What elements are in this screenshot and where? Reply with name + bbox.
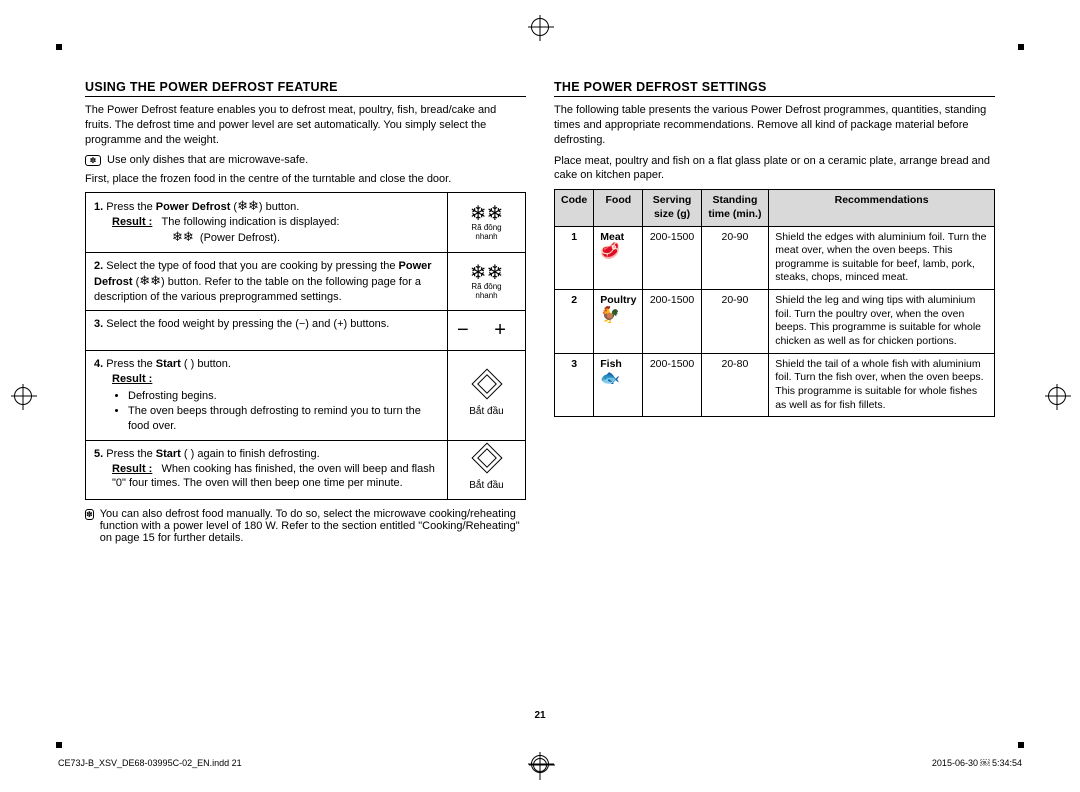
note-microwave-safe: ✽ Use only dishes that are microwave-saf… [85, 154, 526, 166]
t: Start [156, 358, 181, 370]
note-text: You can also defrost food manually. To d… [100, 508, 526, 544]
start-label: Bắt đầu [456, 405, 517, 419]
crop-mark [56, 742, 62, 748]
t: Power Defrost [156, 201, 231, 213]
cell-code: 3 [555, 353, 594, 417]
left-column: USING THE POWER DEFROST FEATURE The Powe… [85, 80, 526, 550]
result-label: Result : [112, 373, 152, 385]
right-heading: THE POWER DEFROST SETTINGS [554, 80, 995, 94]
footer-left: CE73J-B_XSV_DE68-03995C-02_EN.indd 21 [58, 758, 242, 768]
cell-food: Meat🥩 [594, 226, 643, 290]
intro2-text: First, place the frozen food in the cent… [85, 172, 526, 187]
t: Press the [106, 201, 156, 213]
diamond-icon [471, 442, 502, 473]
t: ) button. [259, 201, 299, 213]
cell-rec: Shield the leg and wing tips with alumin… [769, 290, 995, 354]
t: When cooking has finished, the oven will… [112, 463, 435, 490]
th-serving: Serving size (g) [643, 190, 701, 226]
th-rec: Recommendations [769, 190, 995, 226]
cell-serving: 200-1500 [643, 290, 701, 354]
th-standing: Standing time (min.) [701, 190, 769, 226]
note-manual-defrost: ✽ You can also defrost food manually. To… [85, 508, 526, 544]
th-food: Food [594, 190, 643, 226]
start-icon: Bắt đầu [448, 440, 526, 499]
cell-food: Fish🐟 [594, 353, 643, 417]
food-icon: 🥩 [600, 243, 620, 260]
page-content: USING THE POWER DEFROST FEATURE The Powe… [85, 80, 995, 550]
t: Press the [106, 448, 156, 460]
t: Press the [106, 358, 156, 370]
snowflake-icon: ❄❄ [456, 263, 517, 283]
start-icon: Bắt đầu [448, 351, 526, 440]
heading-rule [85, 96, 526, 97]
cell-standing: 20-80 [701, 353, 769, 417]
note-icon: ✽ [85, 509, 94, 520]
footer-right: 2015-06-30 ￼ 5:34:54 [932, 758, 1022, 768]
page-number: 21 [85, 710, 995, 721]
defrost-icon: ❄❄ [172, 229, 194, 244]
settings-table: Code Food Serving size (g) Standing time… [554, 189, 995, 417]
result-label: Result : [112, 216, 152, 228]
left-heading: USING THE POWER DEFROST FEATURE [85, 80, 526, 94]
intro-text: The Power Defrost feature enables you to… [85, 103, 526, 148]
start-label: Bắt đầu [456, 479, 517, 493]
defrost-icon: ❄❄ [237, 198, 259, 213]
t: Select the food weight by pressing the (… [106, 318, 389, 330]
minus-plus-icon: − + [448, 311, 526, 351]
registration-mark-left [14, 387, 32, 405]
display-icon-defrost: ❄❄ Rã đông nhanh [448, 252, 526, 311]
right-p2: Place meat, poultry and fish on a flat g… [554, 154, 995, 184]
food-icon: 🐓 [600, 307, 620, 324]
t: Start [156, 448, 181, 460]
food-icon: 🐟 [600, 370, 620, 387]
t: ( ) again to finish defrosting. [181, 448, 320, 460]
cell-serving: 200-1500 [643, 353, 701, 417]
note-text: Use only dishes that are microwave-safe. [107, 154, 308, 166]
t: nhanh [456, 292, 517, 301]
step-3: 3. Select the food weight by pressing th… [86, 311, 448, 351]
cell-serving: 200-1500 [643, 226, 701, 290]
defrost-icon: ❄❄ [139, 273, 161, 288]
registration-mark-right [1048, 387, 1066, 405]
crop-mark [1018, 742, 1024, 748]
table-row: 2Poultry🐓200-150020-90Shield the leg and… [555, 290, 995, 354]
t: Select the type of food that you are coo… [106, 260, 398, 272]
t: Defrosting begins. [128, 389, 439, 404]
snowflake-icon: ❄❄ [456, 204, 517, 224]
cell-food: Poultry🐓 [594, 290, 643, 354]
footer: CE73J-B_XSV_DE68-03995C-02_EN.indd 21 20… [58, 758, 1022, 768]
right-column: THE POWER DEFROST SETTINGS The following… [554, 80, 995, 550]
steps-table: 1. Press the Power Defrost (❄❄) button. … [85, 192, 526, 499]
registration-mark-top [531, 18, 549, 36]
table-row: 3Fish🐟200-150020-80Shield the tail of a … [555, 353, 995, 417]
cell-standing: 20-90 [701, 290, 769, 354]
t: The oven beeps through defrosting to rem… [128, 404, 439, 434]
cell-rec: Shield the tail of a whole fish with alu… [769, 353, 995, 417]
cell-rec: Shield the edges with aluminium foil. Tu… [769, 226, 995, 290]
table-row: 1Meat🥩200-150020-90Shield the edges with… [555, 226, 995, 290]
t: nhanh [456, 233, 517, 242]
t: The following indication is displayed: [162, 216, 340, 228]
t: ( ) button. [181, 358, 231, 370]
crop-mark [1018, 44, 1024, 50]
cell-code: 2 [555, 290, 594, 354]
step-5: 5. Press the Start ( ) again to finish d… [86, 440, 448, 499]
result-label: Result : [112, 463, 152, 475]
display-icon-defrost: ❄❄ Rã đông nhanh [448, 193, 526, 253]
diamond-icon [471, 368, 502, 399]
note-icon: ✽ [85, 155, 101, 166]
step-2: 2. Select the type of food that you are … [86, 252, 448, 311]
cell-standing: 20-90 [701, 226, 769, 290]
right-p1: The following table presents the various… [554, 103, 995, 148]
step-4: 4. Press the Start ( ) button. Result : … [86, 351, 448, 440]
heading-rule [554, 96, 995, 97]
crop-mark [56, 44, 62, 50]
step-1: 1. Press the Power Defrost (❄❄) button. … [86, 193, 448, 253]
th-code: Code [555, 190, 594, 226]
cell-code: 1 [555, 226, 594, 290]
t: (Power Defrost). [200, 232, 280, 244]
